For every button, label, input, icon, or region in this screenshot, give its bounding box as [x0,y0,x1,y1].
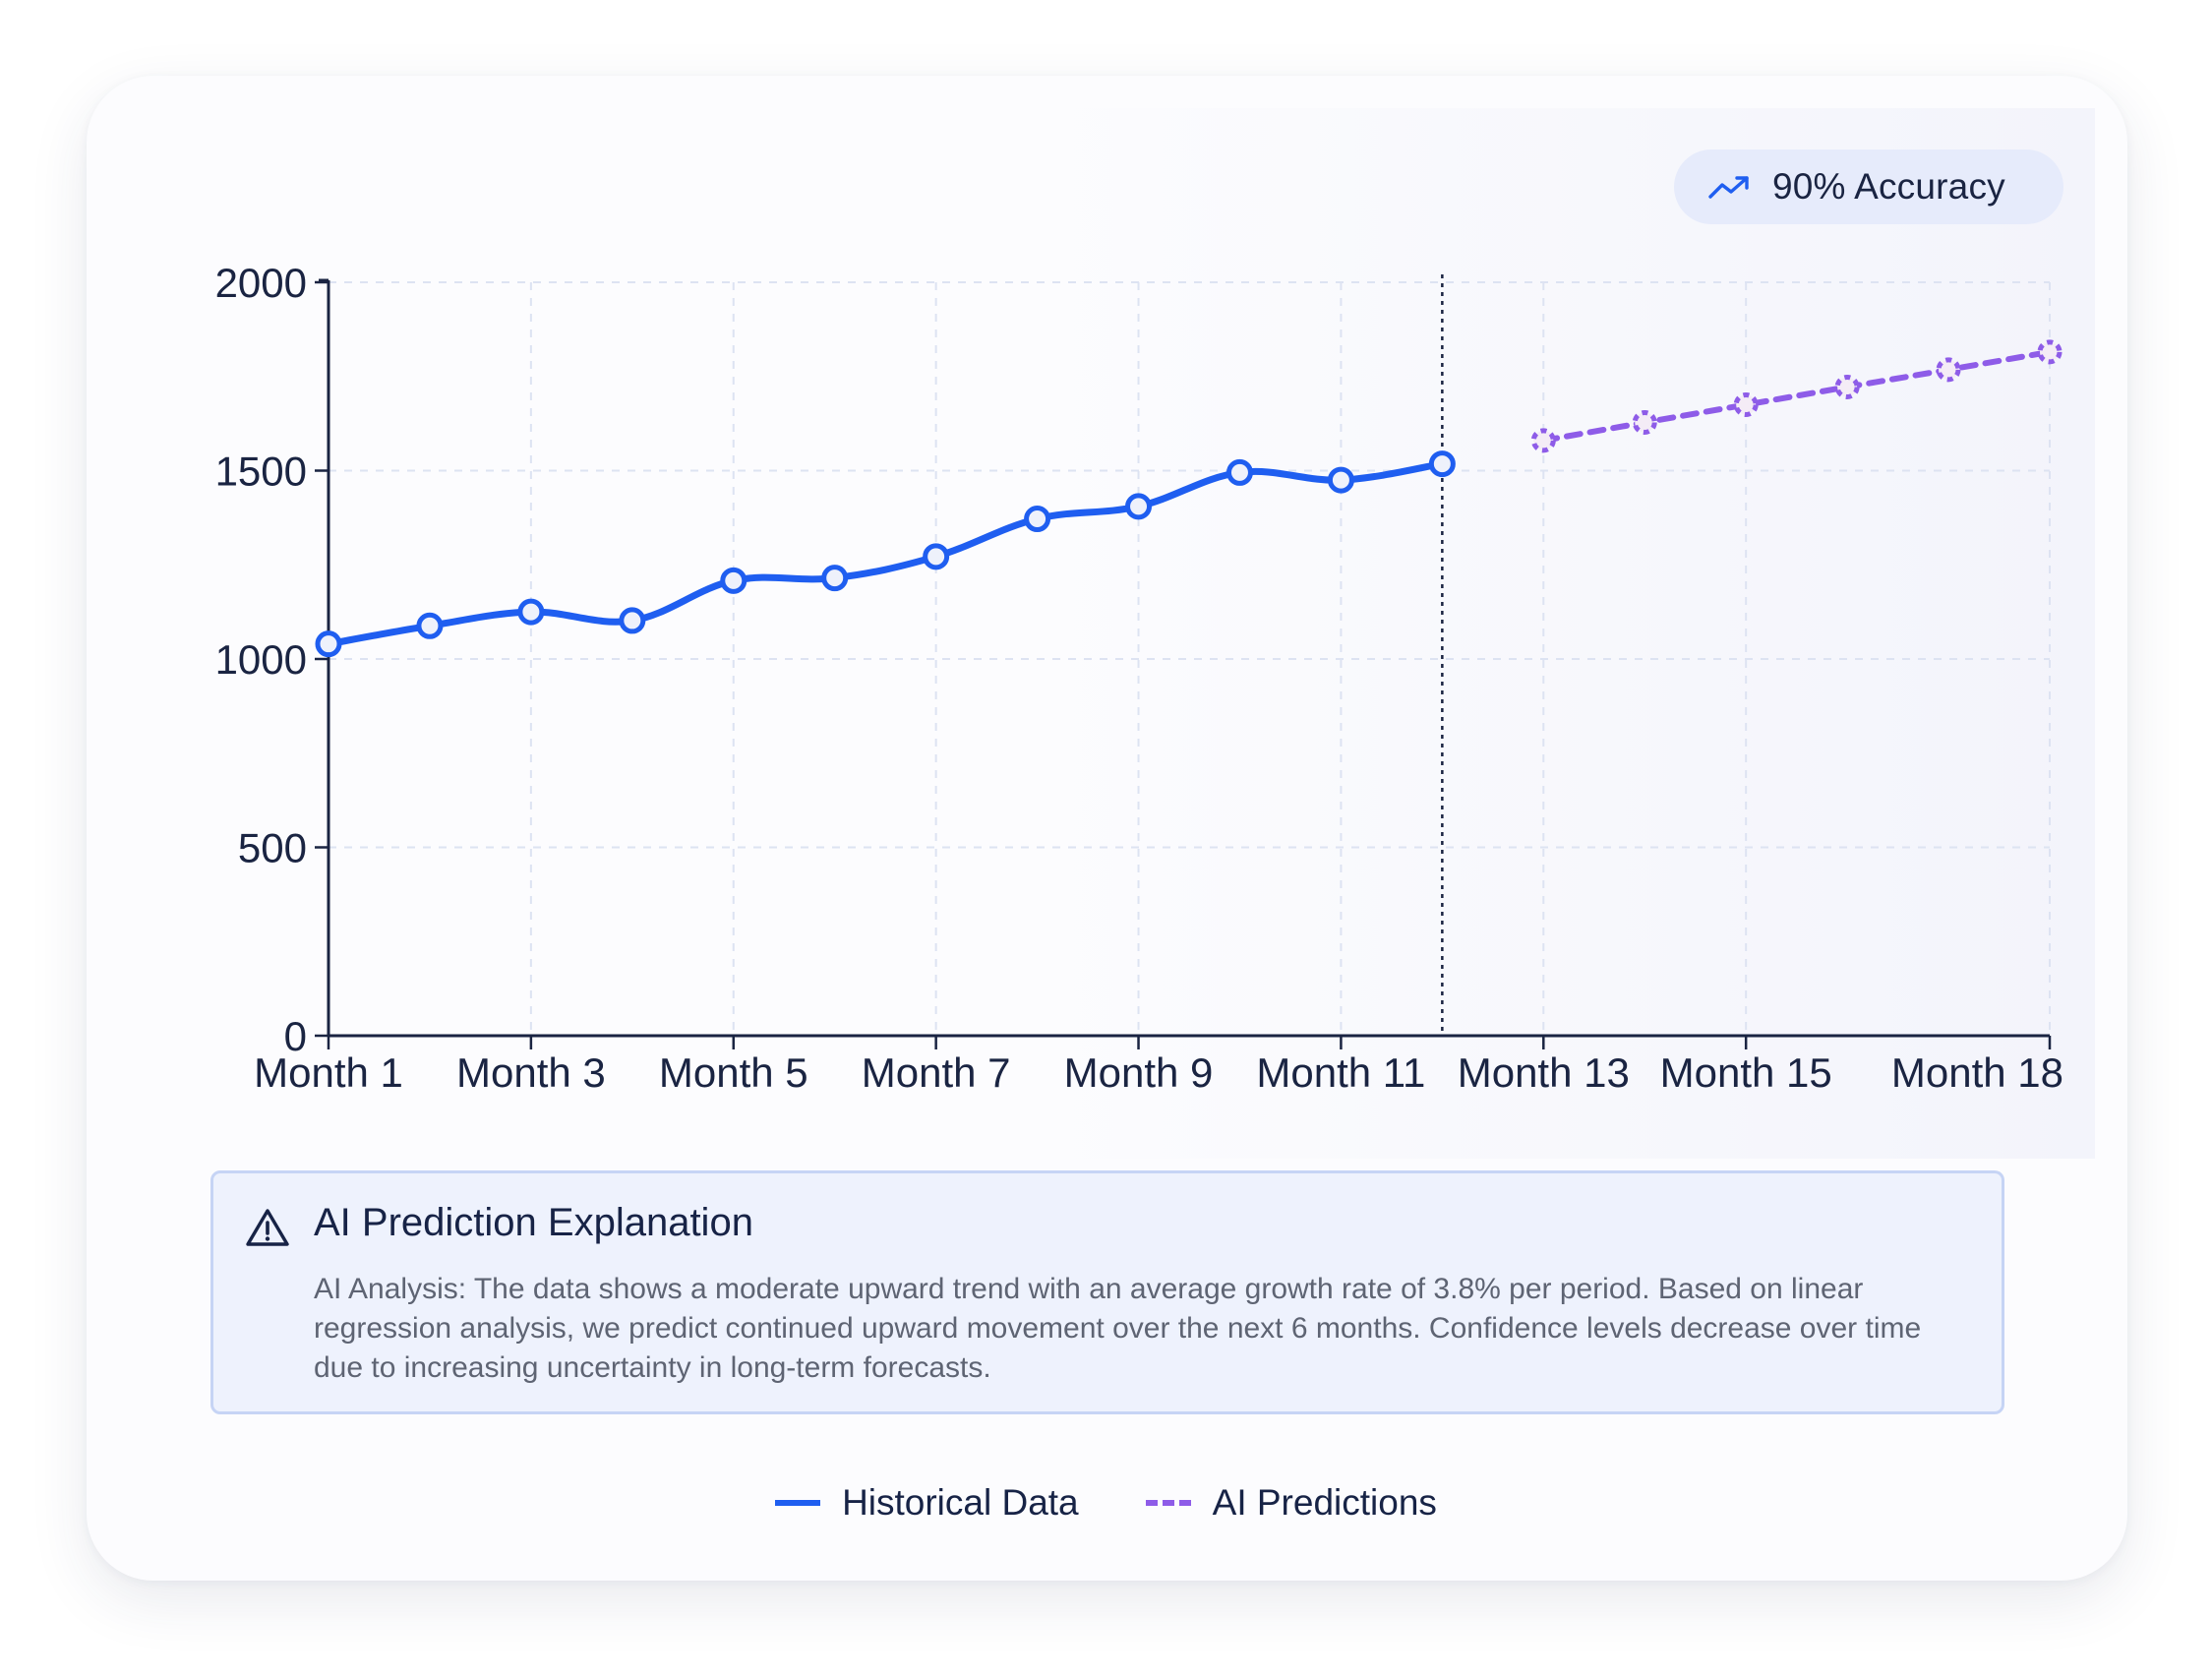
y-tick-label: 0 [284,1013,307,1059]
y-axis-ticks: 0 500 1000 1500 2000 [215,260,329,1059]
x-tick-label: Month 18 [1891,1049,2063,1096]
predictions-series-line [1540,348,2053,444]
historical-point[interactable] [1024,506,1051,533]
historical-point[interactable] [416,612,444,639]
prediction-point[interactable] [1632,409,1657,435]
y-tick-label: 500 [238,825,307,871]
legend-label-predictions: AI Predictions [1212,1482,1437,1523]
prediction-point[interactable] [1733,391,1759,417]
prediction-point[interactable] [1834,374,1860,399]
x-tick-label: Month 3 [456,1049,606,1096]
explanation-title: AI Prediction Explanation [314,1201,753,1244]
y-tick-label: 1500 [215,449,307,495]
prediction-point[interactable] [1530,428,1556,453]
accuracy-badge: 90% Accuracy [1674,150,2063,224]
warning-triangle-icon [246,1209,289,1246]
historical-point[interactable] [619,607,646,634]
historical-point[interactable] [1226,458,1253,486]
legend-swatch-predictions [1145,1500,1191,1506]
x-tick-label: Month 7 [862,1049,1011,1096]
chart-series [315,339,2063,658]
explanation-body: AI Analysis: The data shows a moderate u… [314,1273,1922,1384]
chart-legend: Historical Data AI Predictions [0,1477,2212,1528]
x-tick-label: Month 13 [1458,1049,1630,1096]
accuracy-badge-label: 90% Accuracy [1772,166,2005,207]
historical-point[interactable] [517,598,545,626]
legend-item-historical[interactable]: Historical Data [775,1482,1079,1524]
chart-grid [329,281,2051,1036]
legend-swatch-historical [775,1500,821,1506]
y-tick-label: 2000 [215,260,307,306]
historical-point[interactable] [1428,450,1456,478]
x-tick-label: Month 9 [1064,1049,1214,1096]
x-axis-ticks: Month 1 Month 3 Month 5 Month 7 Month 9 Month… [254,1036,2063,1096]
y-tick-label: 1000 [215,636,307,683]
x-tick-label: Month 5 [659,1049,808,1096]
historical-point[interactable] [923,543,950,570]
prediction-point[interactable] [1936,357,1961,383]
ai-explanation-panel: AI Prediction Explanation AI Analysis: T… [210,1170,2004,1414]
forecast-region-shade [1013,108,2095,1159]
x-tick-label: Month 1 [254,1049,403,1096]
prediction-point[interactable] [2037,339,2063,365]
legend-label-historical: Historical Data [842,1482,1079,1523]
historical-point[interactable] [720,567,747,594]
trending-up-icon [1708,176,1749,199]
legend-item-predictions[interactable]: AI Predictions [1145,1482,1437,1524]
historical-point[interactable] [315,630,342,658]
historical-point[interactable] [1125,493,1153,520]
historical-point[interactable] [821,565,849,592]
x-tick-label: Month 11 [1256,1049,1425,1096]
historical-point[interactable] [1327,466,1354,494]
x-tick-label: Month 15 [1660,1049,1832,1096]
